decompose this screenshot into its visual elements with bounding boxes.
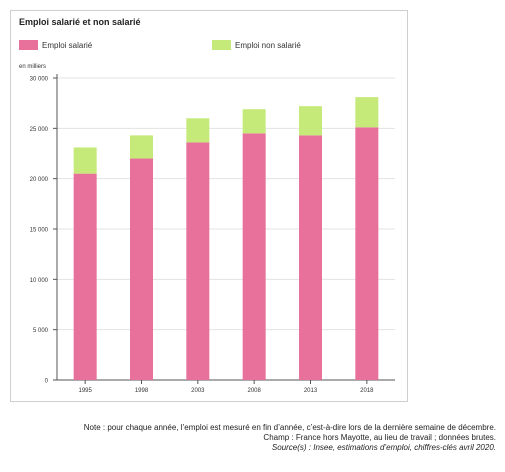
bar-emploi-non-salarie bbox=[299, 106, 322, 136]
y-tick-label: 30 000 bbox=[30, 77, 49, 83]
chart-frame: Emploi salarié et non salarié Emploi sal… bbox=[10, 10, 408, 402]
x-tick-label: 2003 bbox=[191, 388, 205, 394]
x-tick-label: 1995 bbox=[78, 388, 92, 394]
bar-emploi-salarie bbox=[299, 135, 322, 380]
x-tick-label: 2018 bbox=[360, 388, 374, 394]
x-tick-label: 2013 bbox=[304, 388, 318, 394]
bar-emploi-non-salarie bbox=[242, 109, 266, 134]
bar-emploi-salarie bbox=[242, 133, 266, 380]
legend-item-emploi-non-salarie: Emploi non salarié bbox=[212, 40, 301, 50]
y-tick-label: 0 bbox=[45, 379, 49, 385]
legend-item-emploi-salarie: Emploi salarié bbox=[19, 40, 92, 50]
legend-swatch-salarie bbox=[19, 40, 38, 50]
y-tick-label: 15 000 bbox=[30, 228, 49, 234]
y-axis-unit-label: en milliers bbox=[19, 64, 47, 70]
bar-emploi-non-salarie bbox=[130, 135, 153, 159]
bar-emploi-salarie bbox=[73, 173, 97, 380]
x-tick-label: 2008 bbox=[247, 388, 261, 394]
bar-emploi-salarie bbox=[130, 158, 153, 380]
bar-emploi-salarie bbox=[355, 127, 379, 381]
plot-area: 0 5 000 10 000 15 000 20 000 25 000 30 000 1995… bbox=[30, 74, 395, 394]
legend-label-non-salarie: Emploi non salarié bbox=[235, 40, 301, 50]
y-tick-label: 20 000 bbox=[30, 177, 49, 183]
bar-emploi-non-salarie bbox=[355, 97, 379, 128]
legend-label-salarie: Emploi salarié bbox=[42, 40, 93, 50]
bar-emploi-non-salarie bbox=[73, 147, 97, 174]
chart-title: Emploi salarié et non salarié bbox=[19, 17, 141, 27]
y-tick-label: 5 000 bbox=[33, 328, 49, 334]
note-text: Note : pour chaque année, l’emploi est m… bbox=[83, 423, 496, 432]
bar-emploi-non-salarie bbox=[186, 118, 210, 143]
champ-text: Champ : France hors Mayotte, au lieu de … bbox=[263, 433, 496, 442]
legend-swatch-non-salarie bbox=[212, 40, 231, 50]
x-tick-label: 1998 bbox=[135, 388, 149, 394]
chart-notes: Note : pour chaque année, l’emploi est m… bbox=[56, 423, 496, 453]
source-text: Source(s) : Insee, estimations d’emploi,… bbox=[271, 443, 496, 452]
bar-emploi-salarie bbox=[186, 142, 210, 380]
y-tick-label: 25 000 bbox=[30, 127, 49, 133]
y-tick-label: 10 000 bbox=[30, 278, 49, 284]
